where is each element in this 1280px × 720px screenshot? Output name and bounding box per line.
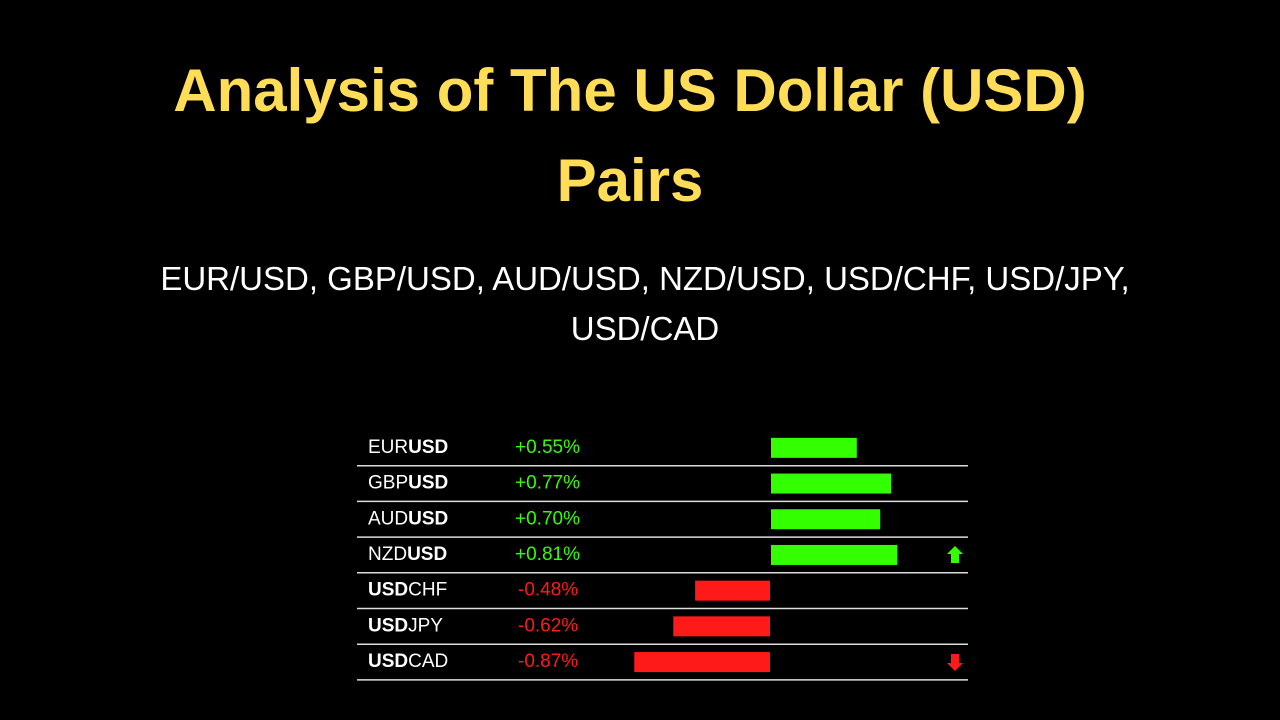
pair-part: USD bbox=[368, 580, 408, 601]
bar bbox=[771, 509, 881, 530]
bar bbox=[771, 437, 857, 458]
bar bbox=[771, 544, 898, 565]
pair-part: AUD bbox=[368, 508, 408, 529]
pair-label: AUDUSD bbox=[368, 508, 448, 529]
pair-label: USDCHF bbox=[368, 580, 447, 601]
title: Analysis of The US Dollar (USD) Pairs bbox=[173, 57, 1087, 214]
bar bbox=[771, 473, 892, 494]
pair-part: USD bbox=[408, 437, 448, 458]
pair-label: EURUSD bbox=[368, 437, 448, 458]
bar bbox=[634, 652, 770, 673]
pair-part: CHF bbox=[408, 580, 447, 601]
value-label: -0.48% bbox=[518, 580, 578, 601]
arrow-down bbox=[947, 654, 963, 672]
value-label: +0.55% bbox=[515, 437, 580, 458]
subtitle: EUR/USD, GBP/USD, AUD/USD, NZD/USD, USD/… bbox=[160, 260, 1130, 347]
pair-part: NZD bbox=[368, 544, 407, 565]
pair-part: USD bbox=[368, 615, 408, 636]
pair-part: USD bbox=[408, 473, 448, 494]
pair-part: CAD bbox=[408, 651, 448, 672]
bar bbox=[695, 580, 770, 601]
pair-label: NZDUSD bbox=[368, 544, 447, 565]
arrow-up bbox=[947, 545, 963, 563]
pair-part: JPY bbox=[408, 615, 443, 636]
pair-label: USDJPY bbox=[368, 615, 443, 636]
value-label: -0.62% bbox=[518, 615, 578, 636]
pair-part: EUR bbox=[368, 437, 408, 458]
pair-part: GBP bbox=[368, 473, 408, 494]
value-label: -0.87% bbox=[518, 651, 578, 672]
pair-part: USD bbox=[408, 508, 448, 529]
pair-part: USD bbox=[407, 544, 447, 565]
bar bbox=[673, 616, 770, 637]
value-label: +0.70% bbox=[515, 508, 580, 529]
pair-label: USDCAD bbox=[368, 651, 448, 672]
value-label: +0.81% bbox=[515, 544, 580, 565]
pair-part: USD bbox=[368, 651, 408, 672]
value-label: +0.77% bbox=[515, 473, 580, 494]
pair-label: GBPUSD bbox=[368, 473, 448, 494]
